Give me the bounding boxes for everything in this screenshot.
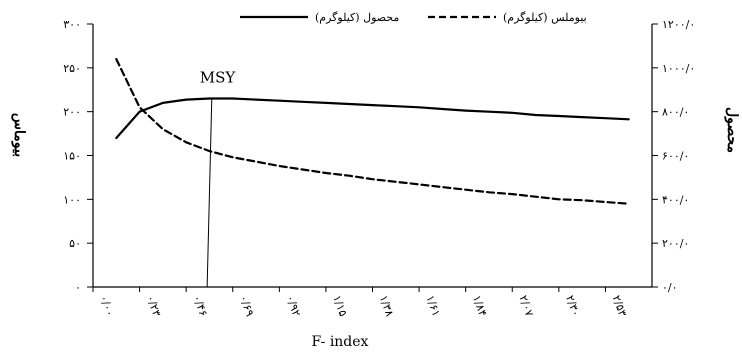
left-y-tick-label: ۳۰۰ bbox=[63, 18, 81, 31]
yield-series-line bbox=[115, 97, 630, 140]
x-tick-label: ۲/۵۳ bbox=[610, 294, 630, 319]
msy-reference-line bbox=[206, 98, 213, 288]
left-y-tick-label: ۰ bbox=[75, 281, 81, 294]
legend: محصول (کیلوگرم) بیوملس (کیلوگرم) bbox=[240, 11, 587, 24]
left-y-tick-label: ۲۰۰ bbox=[63, 106, 81, 119]
left-y-tick-label: ۱۵۰ bbox=[63, 150, 81, 163]
right-y-tick-label: ۱۲۰۰/۰ bbox=[662, 18, 695, 31]
msy-annotation: MSY bbox=[200, 69, 237, 288]
right-y-tick-label: ۲۰۰/۰ bbox=[662, 237, 689, 250]
x-tick-label: ۰/۹۲ bbox=[284, 294, 304, 319]
right-y-tick-label: ۴۰۰/۰ bbox=[662, 193, 689, 206]
right-y-tick-label: ۰/۰ bbox=[662, 281, 678, 294]
x-tick-label: ۱/۸۴ bbox=[470, 294, 490, 319]
x-tick-label: ۲/۰۷ bbox=[516, 294, 536, 319]
series-lines bbox=[115, 58, 630, 205]
right-y-ticks: ۰/۰ ۲۰۰/۰ ۴۰۰/۰ ۶۰۰/۰ ۸۰۰/۰ ۱۰۰۰/۰ ۱۲۰۰/۰ bbox=[652, 18, 695, 294]
left-y-tick-label: ۲۵۰ bbox=[63, 62, 81, 75]
left-y-tick-label: ۵۰ bbox=[69, 237, 81, 250]
left-y-tick-label: ۱۰۰ bbox=[63, 193, 81, 206]
right-y-tick-label: ۱۰۰۰/۰ bbox=[662, 62, 695, 75]
left-y-ticks: ۰ ۵۰ ۱۰۰ ۱۵۰ ۲۰۰ ۲۵۰ ۳۰۰ bbox=[63, 18, 93, 294]
x-tick-label: ۱/۱۵ bbox=[330, 294, 350, 319]
x-tick-label: ۱/۳۸ bbox=[377, 294, 397, 319]
x-tick-label: ۰/۰۰ bbox=[97, 294, 117, 319]
x-ticks: ۰/۰۰ ۰/۲۳ ۰/۴۶ ۰/۶۹ ۰/۹۲ ۱/۱۵ ۱/۳۸ ۱/۶۱ ۱/۸۴ ۲/۰۷… bbox=[92, 287, 630, 319]
x-tick-label: ۰/۲۳ bbox=[144, 294, 164, 319]
msy-label: MSY bbox=[200, 69, 237, 87]
x-axis-title: F- index bbox=[312, 334, 369, 350]
biomass-series-line bbox=[115, 58, 630, 205]
x-tick-label: ۲/۳۰ bbox=[563, 294, 583, 319]
left-y-axis-title: بیوماس bbox=[11, 113, 27, 157]
right-y-tick-label: ۶۰۰/۰ bbox=[662, 150, 689, 163]
x-tick-label: ۱/۶۱ bbox=[423, 294, 443, 319]
right-y-tick-label: ۸۰۰/۰ bbox=[662, 106, 689, 119]
x-tick-label: ۰/۴۶ bbox=[190, 294, 210, 319]
x-tick-label: ۰/۶۹ bbox=[237, 294, 257, 319]
legend-label-yield: محصول (کیلوگرم) bbox=[315, 11, 399, 24]
legend-label-biomass: بیوملس (کیلوگرم) bbox=[503, 11, 587, 24]
right-y-axis-title: محصول bbox=[724, 107, 740, 153]
